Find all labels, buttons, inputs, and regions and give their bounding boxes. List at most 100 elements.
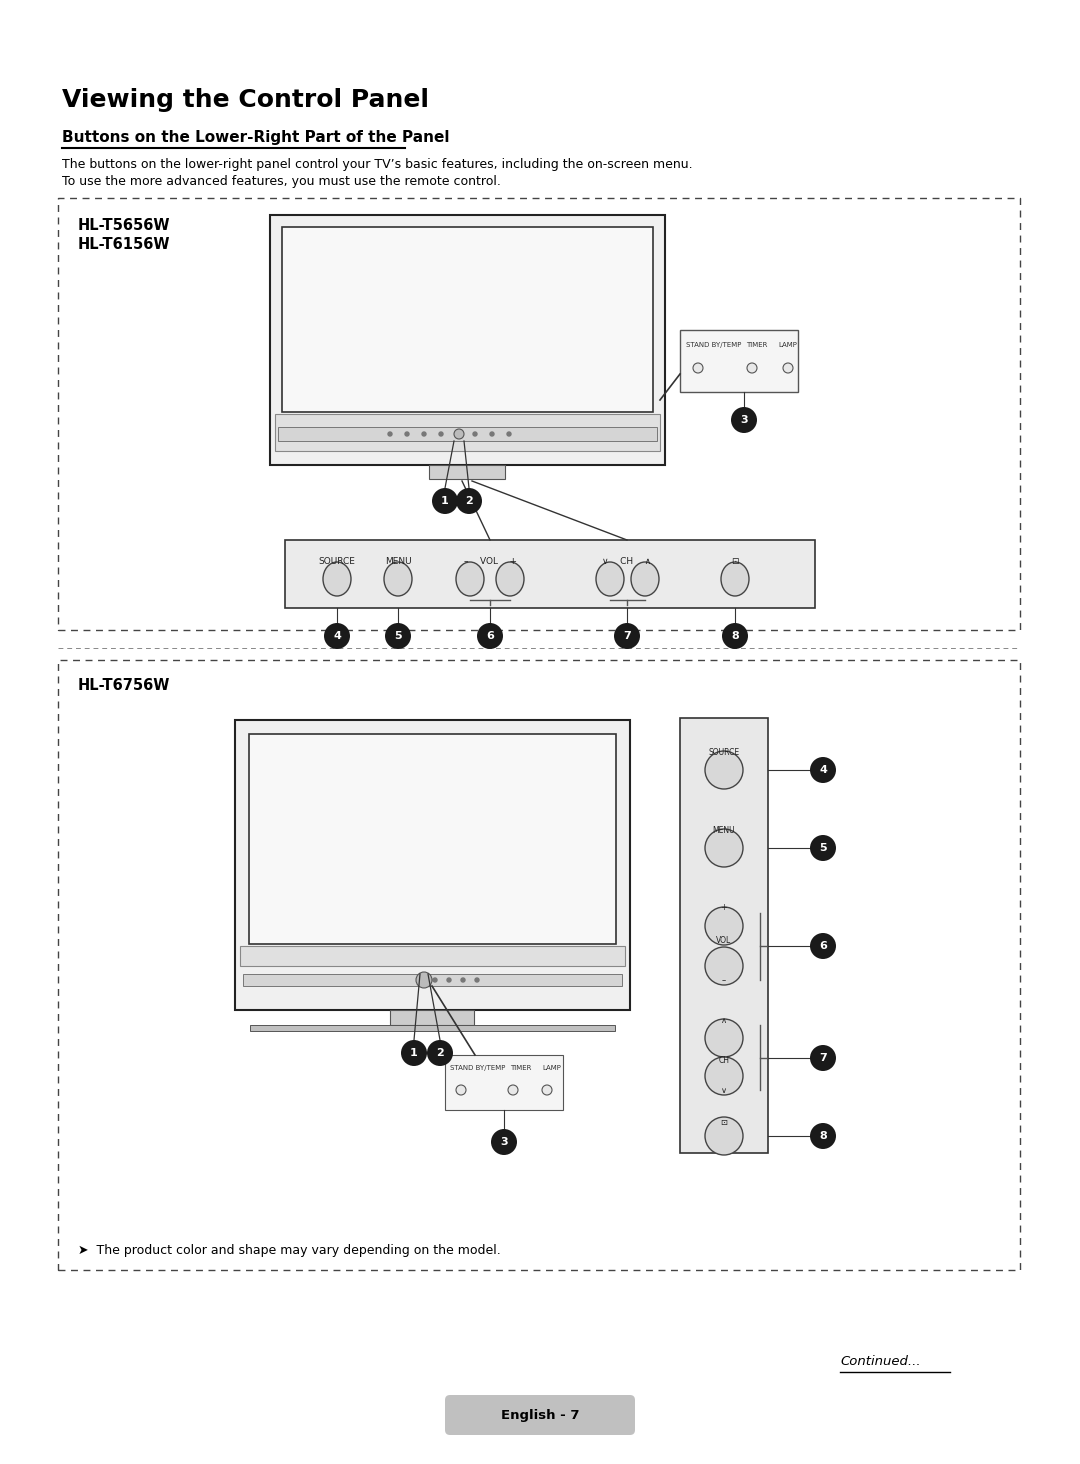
- Ellipse shape: [721, 562, 750, 596]
- Text: 8: 8: [819, 1132, 827, 1140]
- Ellipse shape: [631, 562, 659, 596]
- Ellipse shape: [705, 751, 743, 789]
- Circle shape: [384, 624, 411, 649]
- Bar: [275, 414, 660, 451]
- Bar: [429, 466, 505, 479]
- Bar: [285, 540, 815, 608]
- Ellipse shape: [705, 908, 743, 944]
- Circle shape: [405, 432, 409, 436]
- Text: HL-T5656W: HL-T5656W: [78, 218, 171, 233]
- Text: LAMP: LAMP: [778, 343, 797, 348]
- Circle shape: [491, 1129, 517, 1155]
- Circle shape: [401, 1039, 427, 1066]
- Circle shape: [388, 432, 392, 436]
- Text: SOURCE: SOURCE: [319, 556, 355, 567]
- Circle shape: [810, 834, 836, 861]
- Circle shape: [693, 363, 703, 373]
- Text: 5: 5: [394, 631, 402, 641]
- FancyBboxPatch shape: [445, 1395, 635, 1435]
- Text: +: +: [720, 903, 728, 912]
- Bar: [278, 427, 657, 441]
- Text: 3: 3: [740, 414, 747, 425]
- Text: VOL: VOL: [716, 935, 731, 944]
- Bar: [390, 1010, 474, 1025]
- Ellipse shape: [705, 947, 743, 985]
- Ellipse shape: [496, 562, 524, 596]
- Circle shape: [810, 1045, 836, 1072]
- Ellipse shape: [384, 562, 411, 596]
- Text: To use the more advanced features, you must use the remote control.: To use the more advanced features, you m…: [62, 176, 501, 187]
- Circle shape: [461, 978, 465, 982]
- FancyBboxPatch shape: [270, 215, 665, 466]
- Text: CH: CH: [718, 1056, 729, 1064]
- Text: The buttons on the lower-right panel control your TV’s basic features, including: The buttons on the lower-right panel con…: [62, 158, 692, 171]
- Text: TIMER: TIMER: [746, 343, 768, 348]
- Circle shape: [456, 488, 482, 514]
- Circle shape: [432, 488, 458, 514]
- Text: TIMER: TIMER: [510, 1064, 531, 1072]
- Text: ∨: ∨: [721, 1086, 727, 1095]
- Circle shape: [438, 432, 443, 436]
- Circle shape: [433, 978, 437, 982]
- Text: 2: 2: [465, 496, 473, 507]
- Text: ⊡: ⊡: [731, 556, 739, 567]
- Text: Buttons on the Lower-Right Part of the Panel: Buttons on the Lower-Right Part of the P…: [62, 130, 449, 145]
- Text: 7: 7: [819, 1053, 827, 1063]
- Ellipse shape: [596, 562, 624, 596]
- Circle shape: [475, 978, 480, 982]
- Bar: [240, 946, 625, 966]
- Text: ∨    CH    ∧: ∨ CH ∧: [603, 556, 651, 567]
- Text: HL-T6756W: HL-T6756W: [78, 678, 171, 692]
- Text: 6: 6: [819, 941, 827, 952]
- Circle shape: [747, 363, 757, 373]
- Text: LAMP: LAMP: [542, 1064, 561, 1072]
- Bar: [249, 1025, 615, 1031]
- Text: English - 7: English - 7: [501, 1408, 579, 1422]
- Text: STAND BY/TEMP: STAND BY/TEMP: [686, 343, 741, 348]
- Circle shape: [427, 1039, 453, 1066]
- Ellipse shape: [705, 1117, 743, 1155]
- Text: Continued...: Continued...: [840, 1356, 920, 1367]
- Bar: [680, 717, 768, 1154]
- Circle shape: [422, 432, 426, 436]
- Ellipse shape: [456, 562, 484, 596]
- Circle shape: [615, 624, 640, 649]
- Text: –: –: [721, 976, 726, 985]
- Text: –    VOL    +: – VOL +: [463, 556, 516, 567]
- Text: 8: 8: [731, 631, 739, 641]
- Circle shape: [490, 432, 494, 436]
- Circle shape: [456, 1085, 465, 1095]
- Ellipse shape: [705, 1019, 743, 1057]
- Text: ➤  The product color and shape may vary depending on the model.: ➤ The product color and shape may vary d…: [78, 1244, 501, 1258]
- Bar: [249, 733, 616, 944]
- Bar: [282, 227, 653, 411]
- Text: ∧: ∧: [721, 1016, 727, 1025]
- Text: 7: 7: [623, 631, 631, 641]
- Ellipse shape: [323, 562, 351, 596]
- Bar: [243, 974, 622, 985]
- Circle shape: [447, 978, 451, 982]
- Ellipse shape: [705, 1057, 743, 1095]
- Text: SOURCE: SOURCE: [708, 748, 740, 757]
- Circle shape: [810, 933, 836, 959]
- FancyBboxPatch shape: [235, 720, 630, 1010]
- Circle shape: [416, 972, 432, 988]
- Circle shape: [473, 432, 477, 436]
- Ellipse shape: [705, 829, 743, 867]
- Text: 2: 2: [436, 1048, 444, 1058]
- Bar: [680, 329, 798, 392]
- Text: ⊡: ⊡: [720, 1118, 728, 1127]
- Text: Viewing the Control Panel: Viewing the Control Panel: [62, 88, 429, 113]
- Text: 5: 5: [820, 843, 827, 854]
- Text: 1: 1: [410, 1048, 418, 1058]
- Text: MENU: MENU: [713, 826, 735, 834]
- Circle shape: [731, 407, 757, 433]
- Circle shape: [542, 1085, 552, 1095]
- Circle shape: [810, 1123, 836, 1149]
- Circle shape: [456, 432, 460, 436]
- Circle shape: [723, 624, 748, 649]
- Text: 4: 4: [333, 631, 341, 641]
- Text: MENU: MENU: [384, 556, 411, 567]
- Circle shape: [324, 624, 350, 649]
- Circle shape: [454, 429, 464, 439]
